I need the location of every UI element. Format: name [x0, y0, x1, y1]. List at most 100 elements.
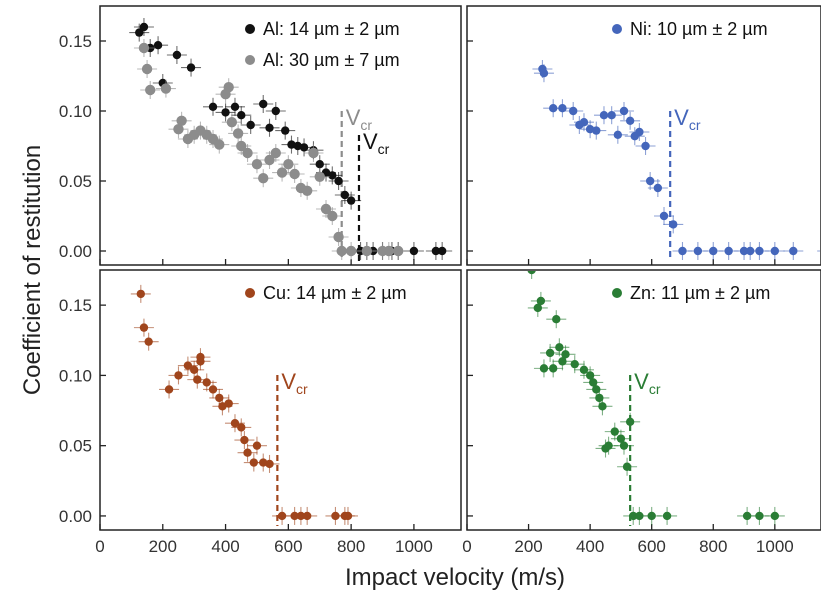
vcr-label-main: V	[346, 105, 361, 130]
data-point	[243, 448, 252, 457]
data-point	[755, 246, 764, 256]
data-point	[610, 427, 619, 436]
data-point	[320, 203, 332, 215]
data-point	[236, 140, 247, 152]
data-point	[208, 102, 218, 112]
data-point	[230, 102, 240, 112]
vcr-label-sub: cr	[296, 381, 308, 397]
data-point	[287, 140, 296, 149]
data-point	[224, 399, 233, 408]
data-point	[334, 176, 343, 186]
data-point	[328, 171, 337, 180]
data-point	[361, 245, 373, 257]
data-point	[139, 323, 149, 332]
data-point	[709, 246, 718, 256]
data-point	[193, 375, 202, 384]
data-point	[607, 111, 616, 120]
plot-area	[129, 18, 453, 261]
data-point	[135, 28, 144, 37]
data-point	[693, 246, 703, 256]
legend-marker	[245, 24, 255, 34]
data-point	[755, 511, 764, 521]
x-tick-label: 600	[638, 537, 666, 556]
y-tick-label: 0.15	[59, 32, 92, 51]
data-point	[598, 402, 607, 411]
data-point	[558, 357, 567, 366]
data-point	[315, 160, 324, 169]
data-point	[144, 337, 153, 346]
plot-area	[532, 60, 820, 261]
data-point	[153, 41, 163, 50]
data-point	[136, 289, 146, 299]
data-point	[172, 50, 182, 60]
vcr-label-sub: cr	[649, 381, 661, 397]
data-point	[641, 141, 650, 151]
data-point	[662, 511, 672, 521]
y-tick-label: 0.05	[59, 172, 92, 191]
y-tick-label: 0.05	[59, 437, 92, 456]
data-point	[635, 511, 644, 521]
data-point	[622, 462, 632, 471]
data-point	[242, 147, 253, 159]
data-point	[281, 126, 290, 135]
x-tick-label: 0	[462, 537, 471, 556]
data-point	[283, 159, 294, 170]
data-point	[139, 22, 149, 32]
data-point	[548, 364, 558, 373]
panel-bottom-right: 0 200 400 600 800 1000 Vcr Zn: 11 µm ± 2 µm	[462, 269, 821, 556]
data-point	[264, 154, 275, 166]
data-point	[327, 210, 338, 222]
y-tick-label: 0.10	[59, 102, 92, 121]
data-point	[527, 271, 536, 275]
data-point	[215, 393, 224, 403]
legend-marker	[245, 55, 255, 65]
data-point	[536, 296, 546, 306]
data-point	[276, 167, 288, 178]
data-point	[186, 63, 196, 72]
vcr-label-sub: cr	[360, 117, 372, 133]
plot-area	[130, 284, 358, 526]
legend-marker	[612, 24, 622, 34]
data-point	[232, 128, 244, 139]
data-point	[346, 196, 356, 205]
data-point	[202, 378, 211, 387]
data-point	[259, 458, 268, 467]
x-tick-label: 400	[576, 537, 604, 556]
vcr-label: Vcr	[363, 129, 390, 157]
data-point	[223, 82, 234, 93]
x-tick-label: 800	[337, 537, 365, 556]
panel-frame	[99, 5, 462, 266]
data-point	[625, 116, 635, 126]
data-point	[230, 418, 240, 428]
data-point	[561, 350, 570, 359]
x-tick-label: 1000	[756, 537, 794, 556]
vcr-label-sub: cr	[378, 141, 390, 157]
data-point	[533, 303, 542, 313]
data-point	[409, 246, 419, 256]
data-point	[635, 127, 644, 137]
data-point	[589, 378, 598, 387]
data-point	[259, 99, 268, 109]
data-point	[770, 511, 780, 521]
x-axis-title: Impact velocity (m/s)	[345, 564, 565, 591]
y-axis-title: Coefficient of restitution	[19, 145, 46, 395]
data-point	[579, 118, 589, 127]
data-point	[141, 63, 153, 75]
data-point	[265, 123, 274, 132]
data-point	[240, 435, 249, 445]
data-point	[555, 343, 564, 352]
data-point	[333, 231, 344, 243]
data-point	[237, 111, 246, 120]
vcr-label-main: V	[281, 369, 296, 394]
vcr-label-sub: cr	[689, 117, 701, 133]
vcr-label-main: V	[634, 369, 649, 394]
data-point	[592, 126, 601, 135]
data-point	[246, 120, 255, 130]
x-tick-label: 1000	[395, 537, 433, 556]
data-point	[770, 246, 780, 256]
data-point	[160, 83, 172, 94]
data-point	[174, 371, 183, 380]
data-point	[539, 69, 549, 78]
vcr-label: Vcr	[281, 369, 308, 397]
